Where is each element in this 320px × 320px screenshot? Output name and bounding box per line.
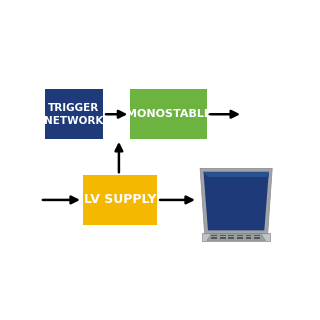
Bar (228, 237, 234, 238)
Bar (246, 235, 251, 236)
Bar (44, 90, 103, 139)
Bar (246, 237, 251, 238)
Bar (211, 235, 217, 236)
Bar (254, 237, 260, 238)
Bar (220, 237, 226, 238)
Bar (246, 238, 251, 239)
Bar (83, 175, 157, 225)
Bar (254, 235, 260, 236)
Polygon shape (207, 234, 266, 241)
Polygon shape (202, 233, 270, 241)
Polygon shape (200, 168, 272, 234)
Bar (254, 238, 260, 239)
Polygon shape (204, 172, 269, 230)
Bar (130, 90, 207, 139)
Bar (211, 237, 217, 238)
Bar (237, 235, 243, 236)
Text: MONOSTABLE: MONOSTABLE (126, 109, 211, 119)
Bar (220, 235, 226, 236)
Bar (228, 235, 234, 236)
Bar (237, 237, 243, 238)
Bar (237, 238, 243, 239)
Bar (228, 238, 234, 239)
Text: TRIGGER
NETWORK: TRIGGER NETWORK (44, 103, 103, 126)
Polygon shape (204, 172, 269, 177)
Bar (211, 238, 217, 239)
Text: LV SUPPLY: LV SUPPLY (84, 193, 156, 206)
Bar (220, 238, 226, 239)
